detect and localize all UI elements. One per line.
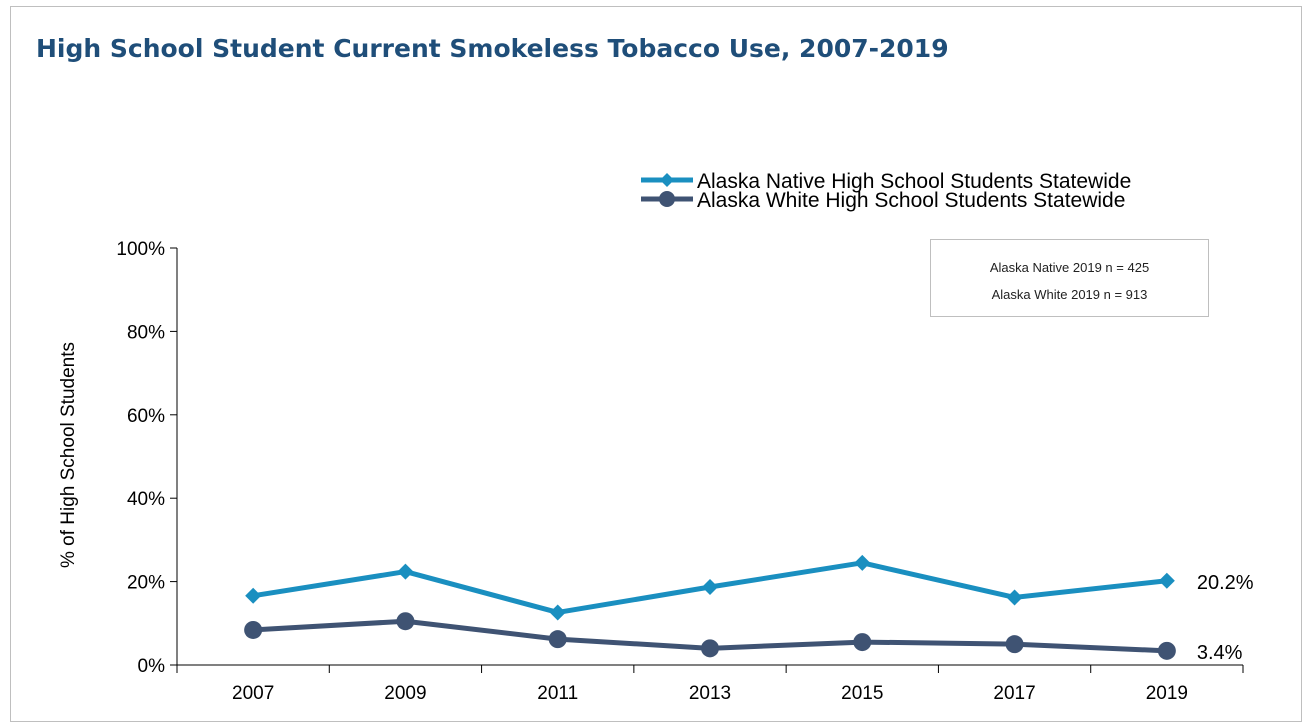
data-point [701,639,719,658]
x-tick-label: 2019 [1146,683,1188,704]
data-point [548,630,567,649]
y-tick-label: 20% [127,573,165,594]
end-data-label: 20.2% [1197,572,1254,594]
legend-label: Alaska Native High School Students State… [697,170,1131,193]
end-data-label: 3.4% [1197,642,1243,664]
x-tick-label: 2015 [841,683,883,704]
x-tick-label: 2013 [689,683,731,704]
chart-title: High School Student Current Smokeless To… [36,34,949,63]
data-point [549,604,566,621]
note-white-n: Alaska White 2019 n = 913 [991,287,1148,302]
data-point [396,612,415,631]
chart-frame [10,6,1302,722]
data-point [1157,641,1176,660]
x-tick-label: 2009 [384,683,426,704]
data-point [702,579,718,596]
data-point [397,563,414,580]
chart-axes: 0% 20% 40% 60% 80% 100% 2007 2009 2011 2013 2015 20… [116,239,1244,704]
x-tick-label: 2017 [993,683,1035,704]
data-point [244,620,263,639]
y-tick-label: 100% [116,239,165,260]
x-tick-label: 2007 [232,683,274,704]
data-point [1006,589,1023,606]
y-axis-title: % of High School Students [58,342,79,568]
sample-size-note: Alaska Native 2019 n = 425 Alaska White … [930,239,1209,317]
legend-marker [660,173,674,187]
y-tick-label: 80% [127,322,165,343]
y-tick-label: 0% [138,656,166,677]
chart-legend: Alaska Native High School Students State… [641,170,1131,212]
data-point [245,587,262,604]
data-point [1005,635,1024,654]
x-tick-label: 2011 [537,683,578,704]
legend-label: Alaska White High School Students Statew… [697,189,1125,212]
legend-marker [659,191,675,207]
data-point [853,633,872,652]
y-tick-label: 40% [127,489,165,510]
y-tick-label: 60% [127,406,165,427]
data-point [1158,572,1175,589]
series-layer: 20.2% 3.4% [244,554,1254,664]
note-native-n: Alaska Native 2019 n = 425 [989,260,1150,275]
data-point [854,554,871,571]
